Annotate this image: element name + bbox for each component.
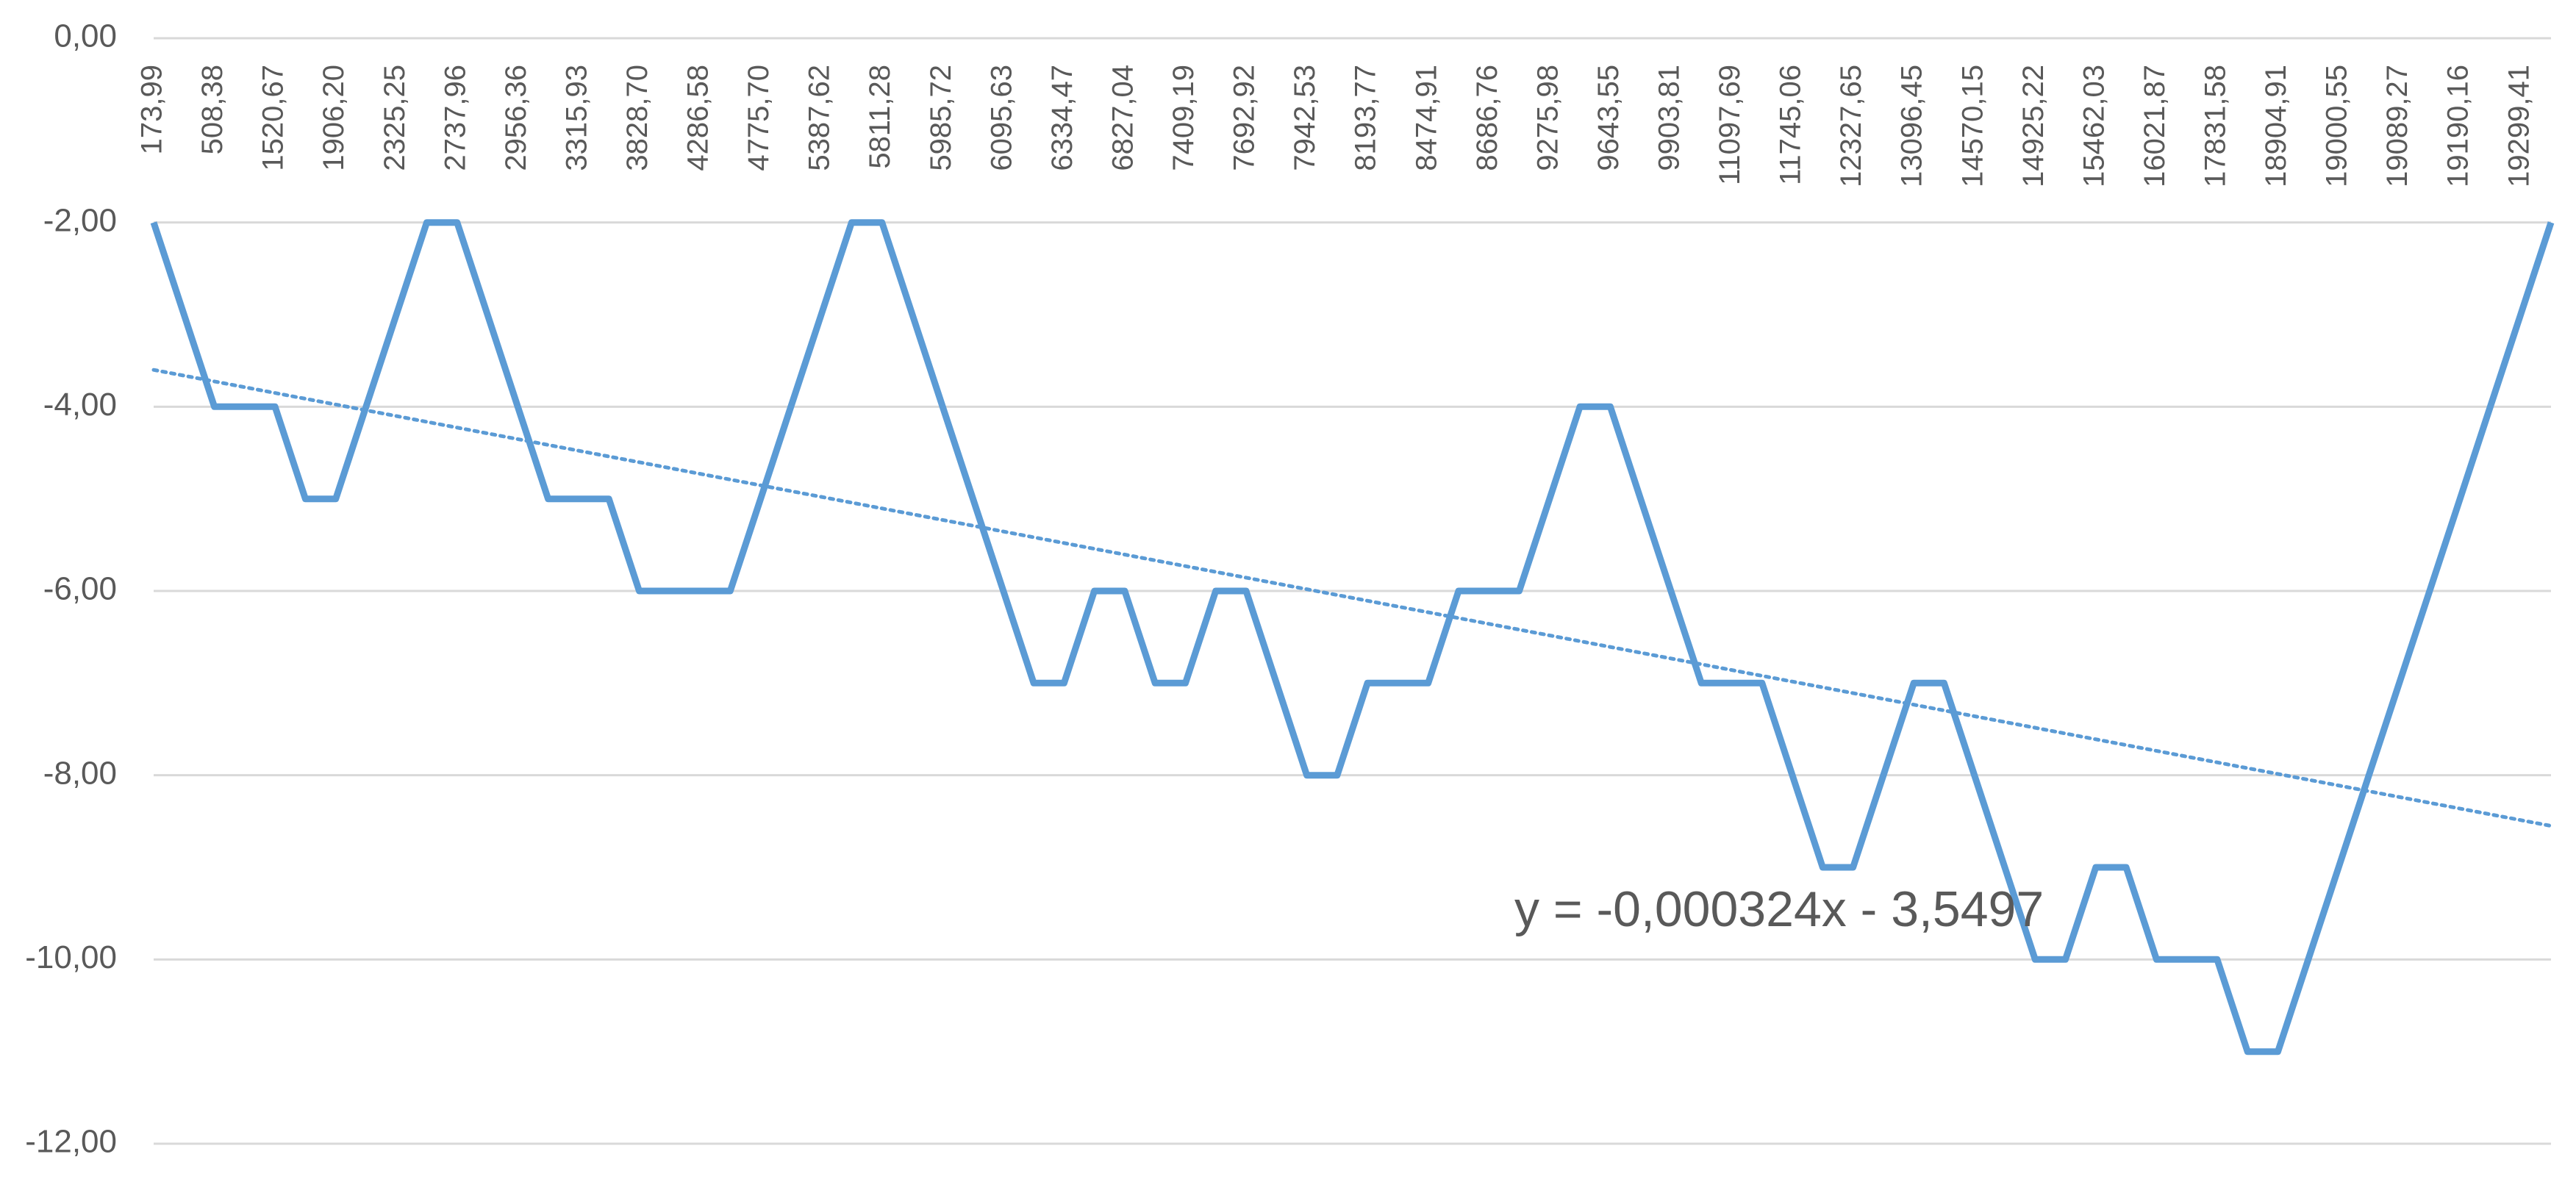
x-tick-label: 1906,20 (318, 65, 350, 171)
x-tick-label: 2325,25 (379, 65, 411, 171)
x-tick-label: 9643,55 (1592, 65, 1625, 171)
x-tick-label: 1520,67 (257, 65, 290, 171)
x-tick-label: 13096,45 (1896, 65, 1928, 187)
x-tick-label: 2737,96 (439, 65, 471, 171)
x-tick-label: 6827,04 (1106, 65, 1139, 171)
x-tick-label: 2956,36 (500, 65, 532, 171)
x-tick-label: 9275,98 (1531, 65, 1564, 171)
x-tick-label: 8193,77 (1350, 65, 1382, 171)
trendline (151, 368, 2553, 828)
x-tick-label: 508,38 (196, 65, 229, 154)
x-tick-label: 17831,58 (2199, 65, 2231, 187)
y-tick-label: -8,00 (43, 755, 117, 791)
x-tick-label: 6095,63 (985, 65, 1017, 171)
x-tick-label: 3315,93 (560, 65, 593, 171)
x-tick-label: 7409,19 (1167, 65, 1200, 171)
x-tick-label: 15462,03 (2078, 65, 2110, 187)
x-tick-label: 11745,06 (1775, 65, 1807, 185)
data-line (150, 219, 2555, 1056)
y-tick-label: -4,00 (43, 387, 117, 423)
y-tick-label: -2,00 (43, 202, 117, 238)
x-tick-label: 9903,81 (1653, 65, 1685, 171)
x-tick-label: 4286,58 (682, 65, 715, 171)
x-tick-label: 3828,70 (621, 65, 654, 171)
x-tick-label: 7692,92 (1228, 65, 1261, 171)
x-tick-label: 8474,91 (1410, 65, 1442, 171)
x-tick-label: 16021,87 (2139, 65, 2171, 187)
y-tick-label: -12,00 (25, 1124, 117, 1160)
x-tick-label: 5985,72 (925, 65, 957, 171)
y-tick-label: -10,00 (25, 939, 117, 975)
x-tick-label: 4775,70 (743, 65, 775, 171)
x-tick-label: 7942,53 (1289, 65, 1321, 171)
x-tick-label: 18904,91 (2260, 65, 2292, 187)
x-tick-label: 14925,22 (2017, 65, 2050, 187)
x-tick-label: 19000,55 (2321, 65, 2353, 187)
y-tick-label: 0,00 (54, 18, 117, 54)
x-tick-label: 19299,41 (2502, 65, 2535, 187)
x-tick-label: 11097,69 (1714, 65, 1746, 185)
x-tick-label: 19190,16 (2442, 65, 2475, 187)
x-tick-label: 5811,28 (864, 65, 896, 169)
x-tick-label: 19089,27 (2381, 65, 2414, 187)
x-tick-label: 8686,76 (1471, 65, 1503, 171)
x-tick-label: 6334,47 (1046, 65, 1078, 171)
trendline-equation: y = -0,000324x - 3,5497 (1514, 881, 2044, 937)
x-tick-label: 5387,62 (804, 65, 836, 171)
x-tick-label: 12327,65 (1835, 65, 1867, 187)
y-tick-label: -6,00 (43, 571, 117, 607)
x-tick-label: 14570,15 (1956, 65, 1989, 187)
x-tick-label: 173,99 (136, 65, 168, 154)
